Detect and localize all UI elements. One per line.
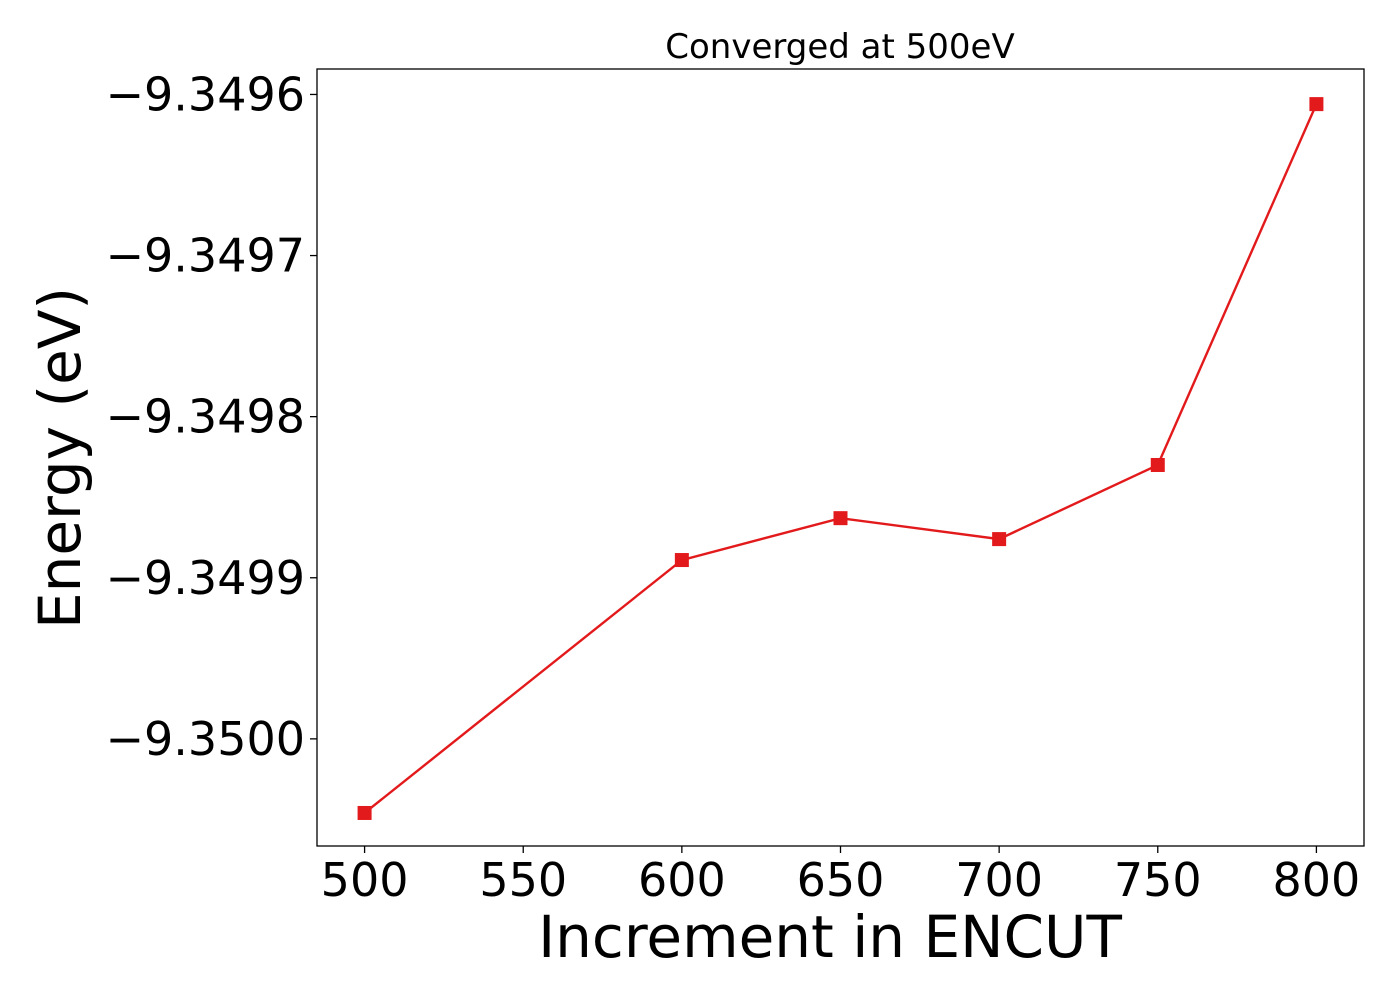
x-tick-label: 750 xyxy=(1114,853,1202,907)
x-tick-label: 600 xyxy=(638,853,726,907)
y-tick-label: −9.3497 xyxy=(106,229,306,283)
y-axis-label-group: Energy (eV) xyxy=(26,287,94,629)
data-point-marker xyxy=(1309,97,1324,112)
y-tick-label: −9.3496 xyxy=(106,67,306,121)
y-tick-label: −9.3499 xyxy=(106,551,306,605)
x-tick-label: 500 xyxy=(321,853,409,907)
y-ticks: −9.3500 −9.3499 −9.3498 −9.3497 −9.3496 xyxy=(106,67,317,766)
x-tick-label: 800 xyxy=(1273,853,1361,907)
series-line xyxy=(363,103,1318,814)
x-tick-label: 550 xyxy=(479,853,567,907)
series-layer xyxy=(357,97,1324,820)
data-point-marker xyxy=(833,511,848,526)
y-tick-label: −9.3500 xyxy=(106,712,306,766)
x-tick-label: 700 xyxy=(955,853,1043,907)
data-point-marker xyxy=(357,805,372,820)
x-axis-label: Increment in ENCUT xyxy=(538,903,1122,971)
x-tick-label: 650 xyxy=(797,853,885,907)
data-point-marker xyxy=(1150,457,1165,472)
plot-frame xyxy=(316,68,1365,847)
data-point-marker xyxy=(992,532,1007,547)
x-ticks: 500 550 600 650 700 750 800 xyxy=(321,846,1361,907)
data-point-marker xyxy=(674,553,689,568)
y-tick-label: −9.3498 xyxy=(106,390,306,444)
y-axis-label: Energy (eV) xyxy=(26,287,94,629)
chart-title: Converged at 500eV xyxy=(665,27,1014,67)
